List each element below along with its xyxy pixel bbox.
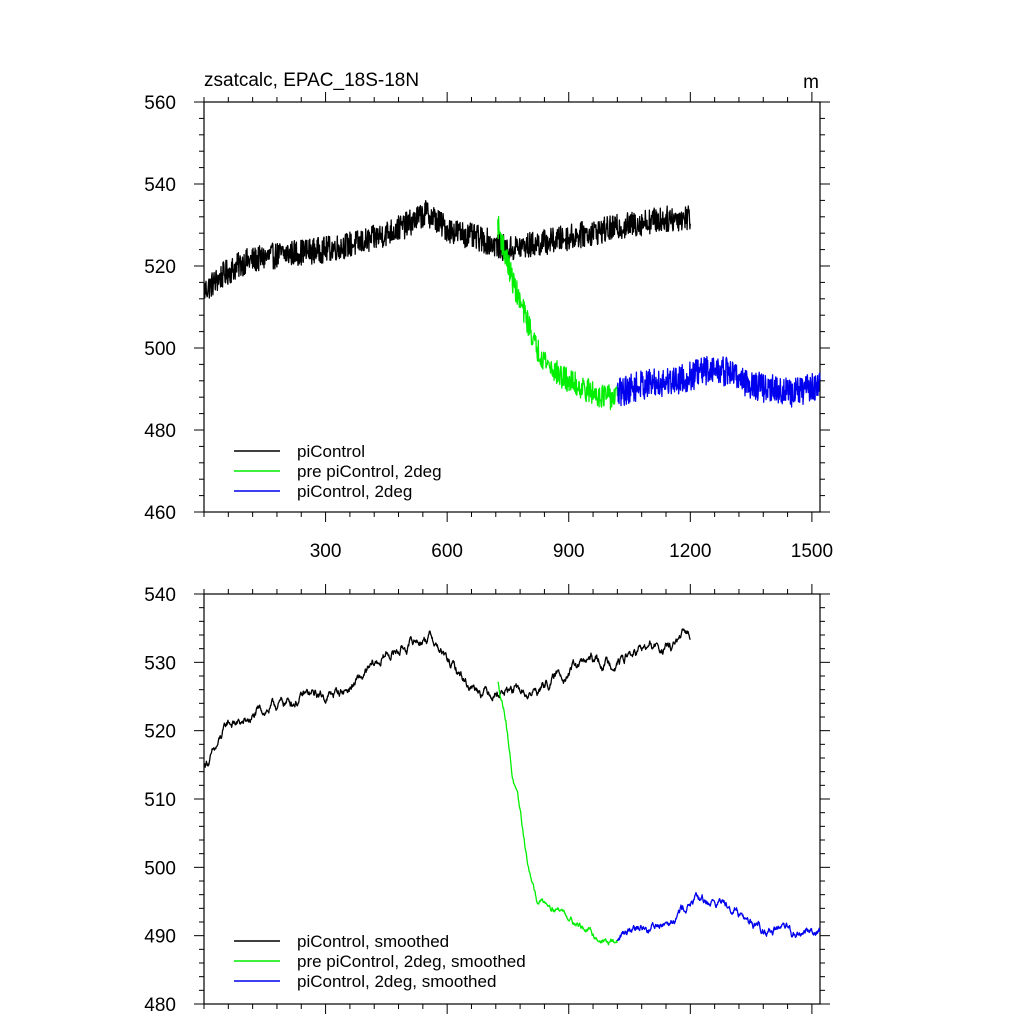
y-tick-label: 460 — [144, 503, 176, 524]
units-label: m — [803, 72, 819, 93]
series-line — [497, 215, 619, 410]
legend-label: piControl — [297, 442, 365, 461]
x-tick-label: 1500 — [791, 541, 833, 562]
legend-label: piControl, 2deg — [297, 482, 412, 501]
y-tick-label: 510 — [144, 790, 176, 811]
plot-frame — [203, 101, 821, 513]
legend-label: piControl, smoothed — [297, 932, 449, 951]
legend-label: pre piControl, 2deg, smoothed — [297, 952, 526, 971]
y-tick-label: 560 — [144, 93, 176, 114]
y-tick-label: 480 — [144, 421, 176, 442]
bottom-panel-plot: 480 490 500 510 520 530 540 piControl, smoothed… — [144, 584, 830, 1016]
series-line — [203, 628, 691, 768]
legend-label: piControl, 2deg, smoothed — [297, 972, 496, 991]
y-tick-label: 490 — [144, 927, 176, 948]
x-tick-label: 300 — [310, 541, 342, 562]
series-line — [616, 891, 821, 942]
y-tick-label: 480 — [144, 995, 176, 1016]
series-line — [616, 355, 821, 408]
figure-title: zsatcalc, EPAC_18S-18N — [204, 70, 419, 91]
y-tick-label: 520 — [144, 722, 176, 743]
y-tick-label: 500 — [144, 339, 176, 360]
x-tick-label: 600 — [431, 541, 463, 562]
series-line — [203, 199, 691, 299]
y-tick-label: 540 — [144, 585, 176, 606]
x-tick-label: 1200 — [669, 541, 711, 562]
x-tick-label: 900 — [553, 541, 585, 562]
y-tick-label: 500 — [144, 858, 176, 879]
legend-label: pre piControl, 2deg — [297, 462, 442, 481]
series-line — [497, 681, 618, 946]
y-tick-label: 530 — [144, 653, 176, 674]
y-tick-label: 540 — [144, 175, 176, 196]
top-panel-plot: 300 600 900 1200 1500 460 480 500 520 540 560 piCon… — [144, 92, 833, 562]
y-tick-label: 520 — [144, 257, 176, 278]
